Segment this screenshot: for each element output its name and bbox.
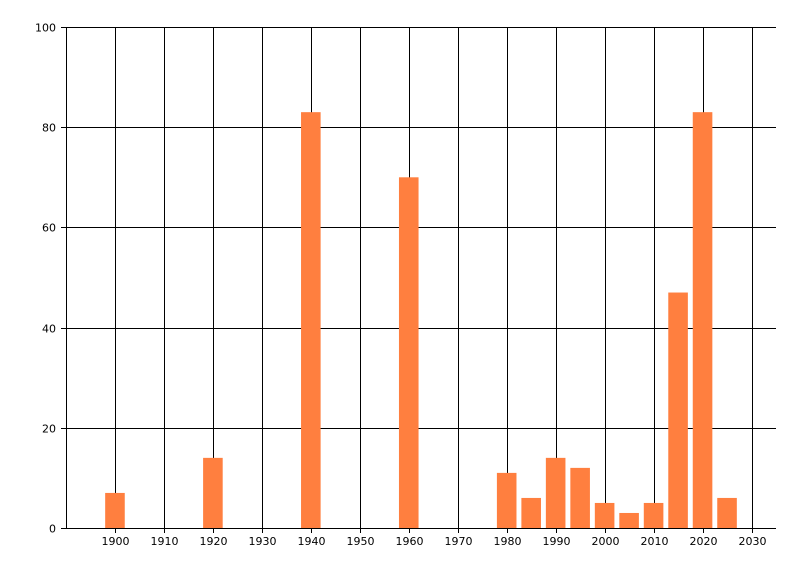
bar <box>398 177 419 529</box>
bar <box>301 112 321 529</box>
x-tick-label: 1960 <box>396 535 424 548</box>
x-tick-label: 1940 <box>298 535 326 548</box>
bars <box>105 112 737 529</box>
bar <box>496 472 517 528</box>
x-tick-label: 1980 <box>494 535 522 548</box>
bar <box>521 497 541 528</box>
x-tick-label: 2010 <box>641 535 669 548</box>
y-tick-label: 60 <box>42 222 56 235</box>
bar <box>570 467 590 528</box>
bar <box>668 292 688 528</box>
x-tick-label: 2020 <box>690 535 718 548</box>
x-tick-label: 1970 <box>445 535 473 548</box>
y-tick-label: 100 <box>35 22 56 35</box>
axes <box>61 27 776 533</box>
x-tick-label: 1990 <box>543 535 571 548</box>
x-tick-label: 1910 <box>151 535 179 548</box>
x-tick-label: 2000 <box>592 535 620 548</box>
y-tick-label: 80 <box>42 122 56 135</box>
bar <box>717 497 737 528</box>
bar <box>692 112 713 529</box>
y-tick-label: 20 <box>42 423 56 436</box>
bar <box>545 457 566 528</box>
x-tick-label: 1900 <box>102 535 130 548</box>
x-tick-label: 1950 <box>347 535 375 548</box>
y-tick-labels: 0 20 40 60 80 100 <box>35 22 56 536</box>
bar <box>203 457 223 528</box>
x-tick-label: 1920 <box>200 535 228 548</box>
x-tick-label: 1930 <box>249 535 277 548</box>
bar <box>105 492 125 528</box>
bar <box>594 502 615 528</box>
x-tick-labels: 1900 1910 1920 1930 1940 1950 1960 1970 1980 1990… <box>102 535 767 548</box>
bar <box>643 502 664 528</box>
y-tick-label: 40 <box>42 323 56 336</box>
x-tick-label: 2030 <box>739 535 767 548</box>
y-tick-label: 0 <box>49 523 56 536</box>
bar <box>619 512 639 528</box>
